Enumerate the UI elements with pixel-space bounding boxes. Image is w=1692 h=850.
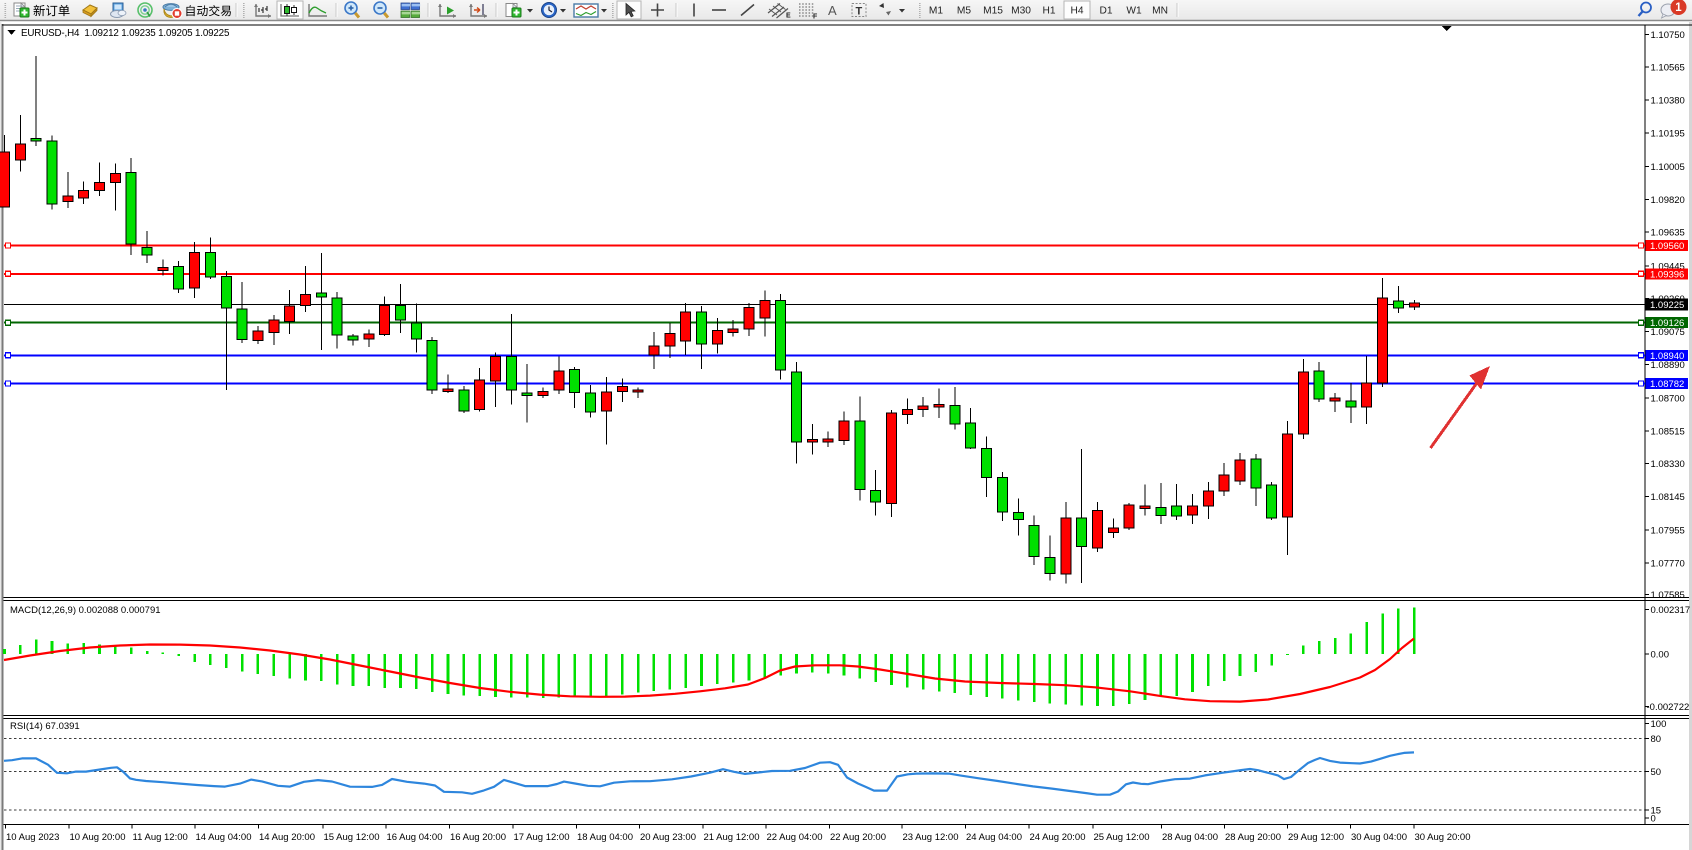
svg-text:1.10005: 1.10005 [1651,162,1685,173]
svg-text:100: 100 [1651,719,1667,730]
svg-text:17 Aug 12:00: 17 Aug 12:00 [514,832,570,843]
svg-text:1.07585: 1.07585 [1651,590,1685,601]
svg-text:1.08700: 1.08700 [1651,394,1685,405]
svg-text:H1: H1 [1042,6,1055,17]
svg-text:H4: H4 [1070,6,1083,17]
svg-text:1.09225: 1.09225 [1650,300,1684,311]
svg-text:1.08330: 1.08330 [1651,459,1685,470]
svg-text:28 Aug 04:00: 28 Aug 04:00 [1162,832,1218,843]
svg-text:10 Aug 20:00: 10 Aug 20:00 [70,832,126,843]
svg-text:F: F [813,14,818,21]
svg-text:22 Aug 20:00: 22 Aug 20:00 [830,832,886,843]
svg-text:1.08890: 1.08890 [1651,360,1685,371]
svg-text:16 Aug 20:00: 16 Aug 20:00 [450,832,506,843]
svg-text:1: 1 [1675,2,1682,14]
svg-text:1.09445: 1.09445 [1651,261,1685,272]
svg-text:1.09560: 1.09560 [1650,241,1684,252]
svg-text:15 Aug 12:00: 15 Aug 12:00 [324,832,380,843]
svg-text:50: 50 [1651,767,1662,778]
svg-text:M15: M15 [983,6,1003,17]
svg-text:D1: D1 [1099,6,1112,17]
svg-text:80: 80 [1651,734,1662,745]
svg-text:1.10195: 1.10195 [1651,128,1685,139]
svg-text:1.08782: 1.08782 [1650,379,1684,390]
svg-text:MN: MN [1152,6,1168,17]
svg-text:1.10565: 1.10565 [1651,63,1685,74]
svg-text:25 Aug 12:00: 25 Aug 12:00 [1094,832,1150,843]
svg-text:18 Aug 04:00: 18 Aug 04:00 [577,832,633,843]
svg-text:M30: M30 [1011,6,1031,17]
svg-text:W1: W1 [1126,6,1142,17]
svg-text:T: T [856,6,863,18]
svg-text:M5: M5 [957,6,971,17]
svg-text:28 Aug 20:00: 28 Aug 20:00 [1225,832,1281,843]
svg-text:23 Aug 12:00: 23 Aug 12:00 [903,832,959,843]
svg-text:16 Aug 04:00: 16 Aug 04:00 [387,832,443,843]
svg-text:0: 0 [1651,814,1656,825]
svg-text:15: 15 [1651,806,1662,817]
svg-text:1.09126: 1.09126 [1650,318,1684,329]
svg-text:24 Aug 04:00: 24 Aug 04:00 [966,832,1022,843]
svg-text:1.10380: 1.10380 [1651,95,1685,106]
svg-text:E: E [786,13,791,20]
svg-text:30 Aug 04:00: 30 Aug 04:00 [1351,832,1407,843]
svg-text:0.002317: 0.002317 [1651,605,1691,616]
svg-text:RSI(14) 67.0391: RSI(14) 67.0391 [10,721,80,732]
svg-text:1.09820: 1.09820 [1651,195,1685,206]
svg-text:1.09075: 1.09075 [1651,327,1685,338]
svg-text:11 Aug 12:00: 11 Aug 12:00 [133,832,188,843]
svg-text:10 Aug 2023: 10 Aug 2023 [6,832,59,843]
svg-text:1.10750: 1.10750 [1651,30,1685,41]
svg-text:1.09396: 1.09396 [1650,269,1684,280]
svg-text:1.08145: 1.08145 [1651,492,1685,503]
svg-text:14 Aug 20:00: 14 Aug 20:00 [259,832,315,843]
svg-text:MACD(12,26,9) 0.002088 0.00079: MACD(12,26,9) 0.002088 0.000791 [10,605,161,616]
svg-text:21 Aug 12:00: 21 Aug 12:00 [704,832,760,843]
svg-text:M1: M1 [929,6,943,17]
svg-text:1.07955: 1.07955 [1651,526,1685,537]
svg-text:22 Aug 04:00: 22 Aug 04:00 [767,832,823,843]
svg-text:29 Aug 12:00: 29 Aug 12:00 [1288,832,1344,843]
svg-text:1.07770: 1.07770 [1651,558,1685,569]
svg-text:EURUSD-,H4 1.09212 1.09235 1.: EURUSD-,H4 1.09212 1.09235 1.09205 1.092… [21,28,230,39]
svg-text:14 Aug 04:00: 14 Aug 04:00 [196,832,252,843]
svg-text:A: A [828,3,837,18]
svg-text:24 Aug 20:00: 24 Aug 20:00 [1030,832,1086,843]
svg-text:20 Aug 23:00: 20 Aug 23:00 [640,832,696,843]
svg-text:1.09635: 1.09635 [1651,228,1685,239]
svg-text:30 Aug 20:00: 30 Aug 20:00 [1415,832,1471,843]
svg-text:-0.002722: -0.002722 [1647,702,1690,713]
svg-text:1.08940: 1.08940 [1650,351,1684,362]
svg-text:0.00: 0.00 [1651,650,1670,661]
svg-text:1.08515: 1.08515 [1651,426,1685,437]
